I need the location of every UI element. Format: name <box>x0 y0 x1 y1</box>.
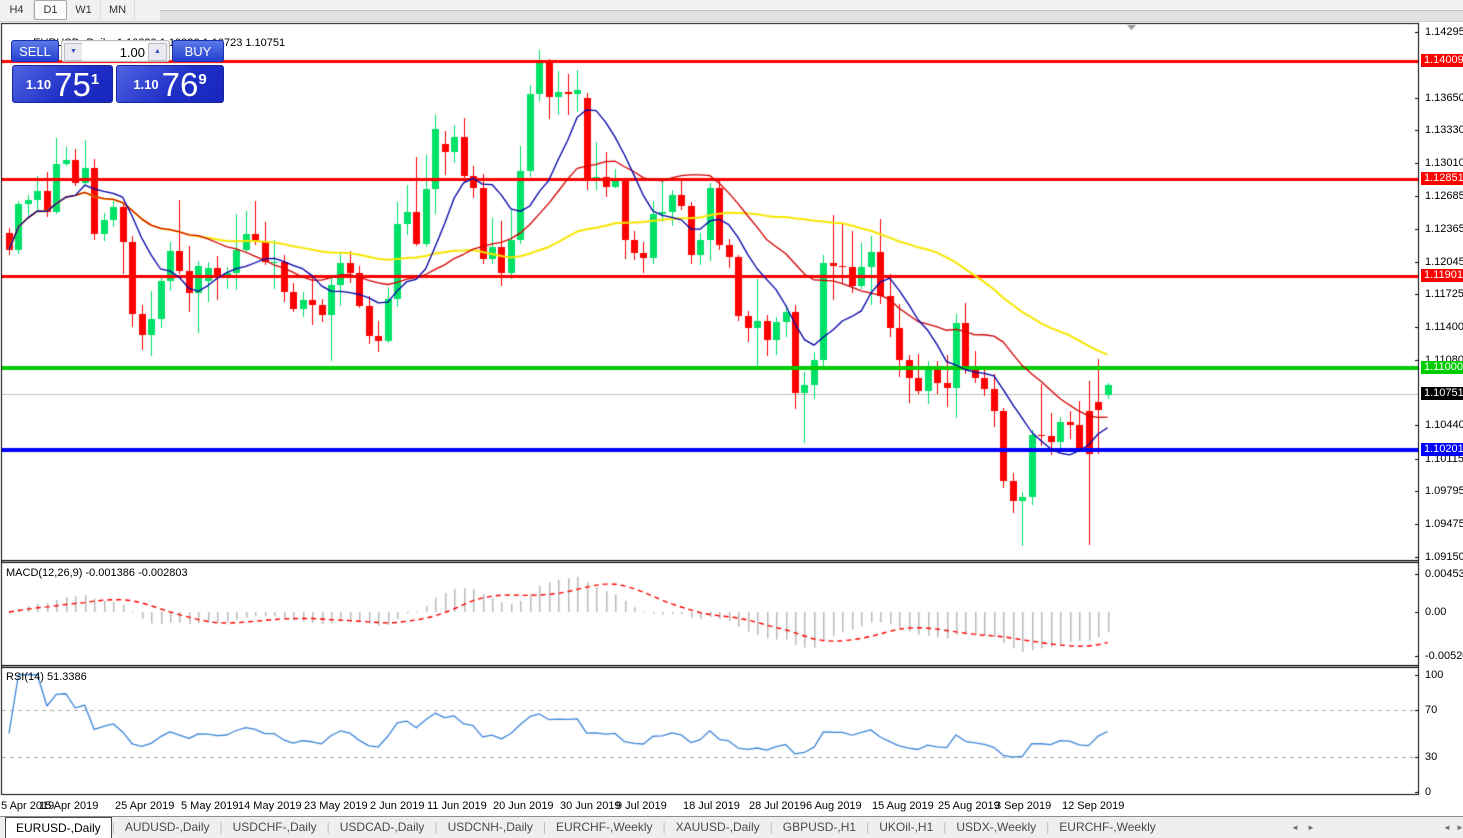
sell-price-box[interactable]: 1.10751 <box>12 65 113 103</box>
timeframe-toolbar: H4 D1 W1 MN <box>0 0 1463 22</box>
tab-separator: | <box>1046 820 1050 834</box>
tab-separator: | <box>434 820 438 834</box>
date-tick-label: 9 Jul 2019 <box>616 800 667 812</box>
date-tick-label: 2 Jun 2019 <box>370 800 425 812</box>
price-tick-label: 1.09795 <box>1425 485 1463 498</box>
price-tick-label: 1.12365 <box>1425 222 1463 235</box>
date-tick-label: 5 May 2019 <box>181 800 239 812</box>
tab-separator: | <box>769 820 773 834</box>
buy-button[interactable]: BUY <box>172 40 224 62</box>
date-tick-label: 18 Jul 2019 <box>683 800 740 812</box>
lot-size-input[interactable] <box>82 42 149 60</box>
date-tick-label: 28 Jul 2019 <box>749 800 806 812</box>
tab-separator: | <box>542 820 547 834</box>
date-tick-label: 14 May 2019 <box>238 800 302 812</box>
symbol-tab-usdchfdaily[interactable]: USDCHF-,Daily <box>232 820 317 834</box>
symbol-tab-xauusddaily[interactable]: XAUUSD-,Daily <box>675 820 760 834</box>
lot-size-group: ▼ ▲ <box>61 40 170 62</box>
chart-canvas[interactable] <box>0 22 1420 796</box>
level-price-badge: 1.14009 <box>1421 54 1463 68</box>
price-tick-label: 1.10440 <box>1425 419 1463 432</box>
price-tick-label: 1.12045 <box>1425 255 1463 268</box>
symbol-tab-audusddaily[interactable]: AUDUSD-,Daily <box>124 820 210 834</box>
timeframe-button-w1[interactable]: W1 <box>67 0 101 20</box>
timeframe-button-mn[interactable]: MN <box>101 0 135 20</box>
symbol-tab-ukoilh1[interactable]: UKOil-,H1 <box>879 820 934 834</box>
symbol-tab-bar: EURUSD-,Daily | AUDUSD-,Daily | USDCHF-,Dail… <box>0 816 1463 838</box>
sell-button[interactable]: SELL <box>11 40 59 62</box>
date-tick-label: 12 Sep 2019 <box>1062 800 1125 812</box>
price-tick-label: 1.14295 <box>1425 26 1463 38</box>
date-axis[interactable]: 5 Apr 2019 15 Apr 2019 25 Apr 2019 5 May 20… <box>0 796 1420 816</box>
timeframe-buttons: H4 D1 W1 MN <box>0 0 135 20</box>
window-scroll-left-icon[interactable]: ◄ <box>1443 823 1451 832</box>
one-click-trade-panel: SELL ▼ ▲ BUY 1.10751 1.10769 <box>11 40 224 104</box>
symbol-tab-usdxweekly[interactable]: USDX-,Weekly <box>956 820 1037 834</box>
sell-price-pip: 1 <box>90 71 100 88</box>
sell-price-main: 75 <box>54 66 91 103</box>
window-scroll-right-icon[interactable]: ► <box>1456 823 1463 832</box>
buy-price-box[interactable]: 1.10769 <box>116 65 224 103</box>
tab-separator: | <box>326 820 330 834</box>
tab-separator: | <box>866 820 870 834</box>
tab-separator: | <box>111 820 115 834</box>
macd-tick-label: -0.005205 <box>1425 649 1463 662</box>
tab-separator: | <box>943 820 947 834</box>
buy-price-prefix: 1.10 <box>133 77 159 92</box>
symbol-tab-eurchfweekly[interactable]: EURCHF-,Weekly <box>556 820 653 834</box>
price-tick-label: 1.09150 <box>1425 551 1463 563</box>
date-tick-label: 11 Jun 2019 <box>427 800 487 812</box>
rsi-tick-label: 100 <box>1425 668 1444 681</box>
symbol-tab-eurchfweekly[interactable]: EURCHF-,Weekly <box>1059 820 1156 834</box>
price-tick-label: 1.12685 <box>1425 190 1463 203</box>
level-price-badge: 1.12851 <box>1421 172 1463 186</box>
buy-price-main: 76 <box>161 66 199 103</box>
price-tick-label: 1.11400 <box>1425 321 1463 334</box>
symbol-tab-eurusddaily[interactable]: EURUSD-,Daily <box>5 817 112 838</box>
tab-scroll-left-icon[interactable]: ◄ <box>1291 823 1299 832</box>
date-tick-label: 3 Sep 2019 <box>995 800 1052 812</box>
macd-tick-label: 0.004536 <box>1425 567 1463 580</box>
macd-indicator-label: MACD(12,26,9) -0.001386 -0.002803 <box>6 567 188 579</box>
price-tick-label: 1.09475 <box>1425 517 1463 530</box>
symbol-tab-usdcnhdaily[interactable]: USDCNH-,Daily <box>447 820 533 834</box>
rsi-tick-label: 70 <box>1425 704 1438 716</box>
tab-separator: | <box>219 820 223 834</box>
timeframe-button-h4[interactable]: H4 <box>0 0 34 20</box>
date-tick-label: 5 Apr 2019 <box>1 800 55 812</box>
tab-separator: | <box>662 820 666 834</box>
macd-tick-label: 0.00 <box>1425 606 1447 618</box>
lot-increase-button[interactable]: ▲ <box>148 43 167 61</box>
symbol-tab-usdcaddaily[interactable]: USDCAD-,Daily <box>339 820 425 834</box>
symbol-tab-gbpusdh1[interactable]: GBPUSD-,H1 <box>782 820 857 834</box>
price-tick-label: 1.11725 <box>1425 288 1463 301</box>
date-tick-label: 20 Jun 2019 <box>493 800 554 812</box>
rsi-tick-label: 0 <box>1425 786 1432 799</box>
current-price-badge: 1.10751 <box>1421 386 1463 400</box>
rsi-tick-label: 30 <box>1425 751 1438 763</box>
date-tick-label: 30 Jun 2019 <box>560 800 621 812</box>
price-axis[interactable]: 1.14295 1.13650 1.13330 1.13010 1.12685 1.123… <box>1421 22 1463 799</box>
date-tick-label: 25 Aug 2019 <box>938 800 1000 812</box>
timeframe-button-d1[interactable]: D1 <box>34 0 67 20</box>
toolbar-track <box>160 10 1463 21</box>
level-price-badge: 1.11901 <box>1421 269 1463 283</box>
price-tick-label: 1.13330 <box>1425 124 1463 137</box>
date-tick-label: 23 May 2019 <box>304 800 368 812</box>
price-tick-label: 1.13010 <box>1425 157 1463 170</box>
sell-price-prefix: 1.10 <box>25 77 52 92</box>
date-tick-label: 15 Apr 2019 <box>39 800 99 812</box>
date-tick-label: 6 Aug 2019 <box>806 800 862 812</box>
buy-price-pip: 9 <box>198 71 207 88</box>
rsi-indicator-label: RSI(14) 51.3386 <box>6 671 87 683</box>
tab-scroll-right-icon[interactable]: ► <box>1307 823 1315 832</box>
lot-decrease-button[interactable]: ▼ <box>64 43 83 61</box>
date-tick-label: 25 Apr 2019 <box>115 800 175 812</box>
level-price-badge: 1.11000 <box>1421 361 1463 375</box>
price-tick-label: 1.13650 <box>1425 91 1463 104</box>
level-price-badge: 1.10201 <box>1421 442 1463 456</box>
date-tick-label: 15 Aug 2019 <box>872 800 934 812</box>
